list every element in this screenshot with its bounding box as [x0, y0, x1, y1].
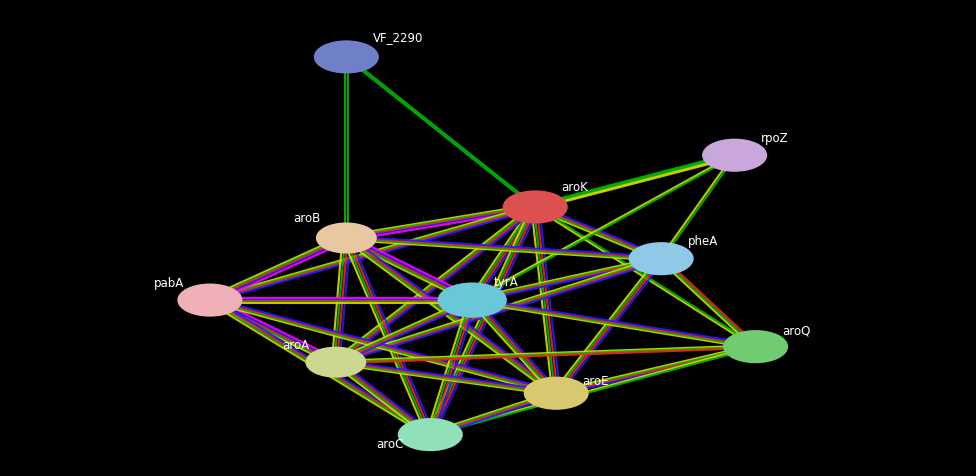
Text: VF_2290: VF_2290 [373, 31, 423, 44]
Circle shape [179, 285, 241, 316]
Text: pabA: pabA [153, 277, 183, 290]
Text: aroK: aroK [561, 181, 589, 194]
Circle shape [630, 243, 693, 274]
Circle shape [504, 191, 567, 222]
Text: tyrA: tyrA [493, 276, 518, 289]
Text: rpoZ: rpoZ [761, 132, 789, 145]
Text: aroB: aroB [293, 212, 320, 225]
Text: aroQ: aroQ [782, 324, 810, 337]
Circle shape [525, 377, 588, 409]
Text: aroA: aroA [282, 339, 309, 352]
Circle shape [703, 139, 766, 171]
Circle shape [399, 419, 462, 450]
Circle shape [306, 347, 365, 377]
Text: pheA: pheA [687, 235, 717, 248]
Circle shape [317, 224, 376, 252]
Text: aroE: aroE [583, 375, 609, 388]
Circle shape [315, 41, 378, 72]
Circle shape [438, 284, 506, 317]
Circle shape [724, 331, 787, 362]
Text: aroC: aroC [377, 438, 404, 451]
